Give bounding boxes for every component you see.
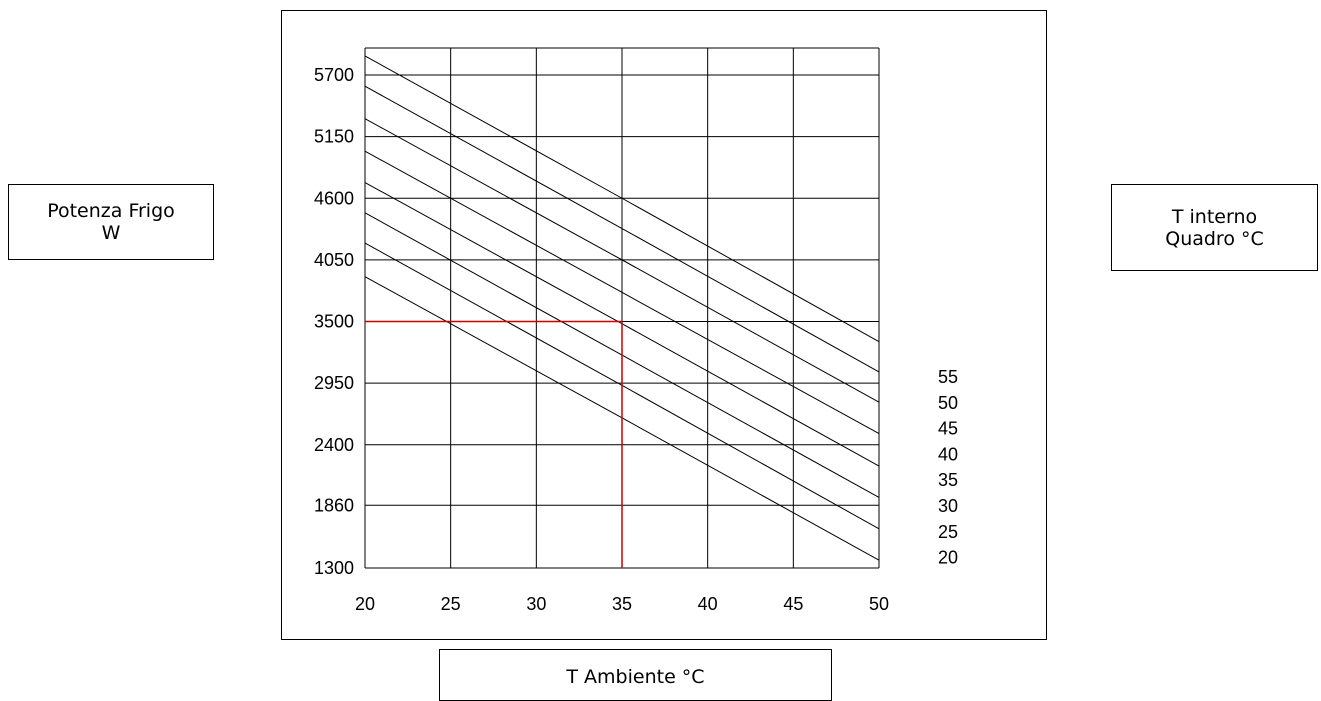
series-line-55 xyxy=(364,55,880,343)
x-tick-label: 50 xyxy=(869,594,889,614)
legend-entry-45: 45 xyxy=(938,419,958,439)
y-axis-label-line1: Potenza Frigo xyxy=(47,200,175,222)
y-tick-label: 4050 xyxy=(314,250,354,270)
legend-entry-25: 25 xyxy=(938,522,958,542)
y-tick-label: 5700 xyxy=(314,65,354,85)
y-tick-label: 4600 xyxy=(314,188,354,208)
x-tick-label: 40 xyxy=(698,594,718,614)
x-axis-label-box: T Ambiente °C xyxy=(439,649,832,701)
x-axis-label: T Ambiente °C xyxy=(566,666,705,688)
legend-title-box: T interno Quadro °C xyxy=(1111,184,1318,271)
y-tick-label: 1300 xyxy=(314,558,354,578)
legend-title-line1: T interno xyxy=(1171,205,1258,228)
legend-entry-30: 30 xyxy=(938,496,958,516)
y-axis-label-line2: W xyxy=(101,222,121,244)
series-line-40 xyxy=(364,150,880,434)
legend-entry-50: 50 xyxy=(938,393,958,413)
legend-entry-40: 40 xyxy=(938,444,958,464)
legend-title-line2: Quadro °C xyxy=(1165,227,1264,250)
y-tick-label: 1860 xyxy=(314,495,354,515)
x-tick-label: 35 xyxy=(612,594,632,614)
y-axis-label-box: Potenza Frigo W xyxy=(8,184,214,260)
y-tick-label: 2950 xyxy=(314,373,354,393)
y-tick-label: 3500 xyxy=(314,312,354,332)
x-tick-label: 25 xyxy=(441,594,461,614)
y-tick-label: 2400 xyxy=(314,435,354,455)
chart-frame: 1300 1860 2400 2950 3500 4050 4600 5150 5700 20 25… xyxy=(281,10,1047,640)
y-tick-label: 5150 xyxy=(314,127,354,147)
legend-entry-35: 35 xyxy=(938,470,958,490)
x-tick-label: 30 xyxy=(526,594,546,614)
legend-entry-55: 55 xyxy=(938,367,958,387)
legend-entry-20: 20 xyxy=(938,548,958,568)
series-line-45 xyxy=(364,118,880,403)
x-tick-label: 45 xyxy=(783,594,803,614)
series-line-50 xyxy=(364,85,880,373)
x-tick-label: 20 xyxy=(355,594,375,614)
